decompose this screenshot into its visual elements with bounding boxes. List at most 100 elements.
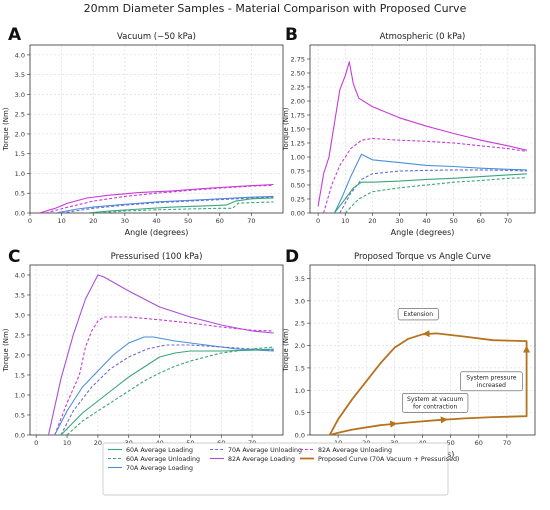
x-tick-label: 40 <box>152 217 160 225</box>
x-tick-label: 0 <box>28 217 32 225</box>
y-axis-label: Torque (Nm) <box>282 107 290 151</box>
legend-item: Proposed Curve (70A Vacuum + Pressurised… <box>300 456 459 463</box>
axes-frame <box>309 264 536 436</box>
series-line <box>333 153 527 213</box>
y-tick-label: 0.50 <box>291 182 305 190</box>
y-axis-label: Torque (Nm) <box>2 328 10 372</box>
legend: 60A Average Loading 60A Average Unloading… <box>102 442 459 496</box>
series-line <box>61 196 274 213</box>
series-line <box>47 274 274 435</box>
x-tick-label: 10 <box>341 217 349 225</box>
series-line <box>333 173 527 213</box>
y-tick-label: 1.0 <box>295 387 305 395</box>
series-group <box>47 274 274 435</box>
legend-item: 70A Average Loading <box>108 465 193 472</box>
panel-title: Vacuum (−50 kPa) <box>117 32 196 42</box>
panel-letter: C <box>8 247 20 267</box>
x-tick-label: 60 <box>216 217 224 225</box>
y-tick-label: 1.25 <box>291 140 305 148</box>
y-tick-label: 1.00 <box>291 154 305 162</box>
y-tick-label: 0.0 <box>15 432 25 440</box>
direction-arrow <box>440 416 448 424</box>
y-tick-label: 3.0 <box>295 297 305 305</box>
y-tick-label: 1.0 <box>15 392 25 400</box>
legend-label: 70A Average Unloading <box>228 447 302 454</box>
x-tick-label: 60 <box>475 439 483 447</box>
axes-frame <box>29 44 284 214</box>
y-tick-label: 0.0 <box>295 432 305 440</box>
legend-label: Proposed Curve (70A Vacuum + Pressurised… <box>318 456 459 463</box>
series-line <box>54 336 274 435</box>
annotation-text: Extension <box>404 311 434 318</box>
panel-a: A Vacuum (−50 kPa) 0.0 0.5 1.0 1.5 2.0 2.5 3.0 3.… <box>2 25 284 237</box>
y-tick-label: 1.75 <box>291 112 305 120</box>
annotation-box: System at vacuum for contraction <box>402 392 469 413</box>
legend-label: 60A Average Loading <box>126 447 193 454</box>
panel-letter: B <box>285 25 298 45</box>
figure-title: 20mm Diameter Samples - Material Compari… <box>84 2 467 15</box>
x-tick-label: 10 <box>57 217 65 225</box>
x-tick-label: 30 <box>121 217 129 225</box>
y-tick-label: 3.5 <box>295 275 305 283</box>
x-tick-label: 50 <box>184 217 192 225</box>
x-tick-label: 0 <box>316 217 320 225</box>
series-line <box>60 344 274 435</box>
legend-item: 82A Average Unloading <box>300 447 392 454</box>
series-line <box>60 348 274 435</box>
panel-d: D Proposed Torque vs Angle Curve 0.0 0.5 1.0… <box>282 247 536 459</box>
y-tick-label: 0.00 <box>291 210 305 218</box>
direction-arrow <box>422 330 430 338</box>
x-tick-label: 70 <box>504 217 512 225</box>
y-tick-label: 2.0 <box>15 352 25 360</box>
x-tick-label: 20 <box>368 217 376 225</box>
direction-arrow <box>523 345 531 353</box>
series-line <box>323 137 527 213</box>
x-tick-label: 70 <box>503 439 511 447</box>
y-tick-label: 0.25 <box>291 196 305 204</box>
y-axis-label: Torque (Nm) <box>282 328 290 372</box>
x-tick-label: 20 <box>89 217 97 225</box>
series-line <box>317 61 528 207</box>
panel-b: B Atmospheric (0 kPa) 0.00 0.25 0.50 0.75 1.00… <box>282 25 536 237</box>
x-tick-label: 70 <box>247 217 255 225</box>
panel-title: Atmospheric (0 kPa) <box>380 32 466 42</box>
panel-c: C Pressurised (100 kPa) 0.0 0.5 1.0 1.5 2.0 2.5… <box>2 247 284 459</box>
y-tick-label: 2.00 <box>291 98 305 106</box>
x-axis-label: Angle (degrees) <box>125 228 189 237</box>
y-tick-label: 2.5 <box>15 332 25 340</box>
y-tick-label: 0.5 <box>15 190 25 198</box>
x-tick-label: 0 <box>34 439 38 447</box>
legend-item: 60A Average Unloading <box>108 456 200 463</box>
annotation-text: System at vacuum for contraction <box>407 396 463 411</box>
panel-letter: D <box>285 247 299 267</box>
annotation-text: System pressure increased <box>466 374 517 389</box>
legend-label: 82A Average Unloading <box>318 447 392 454</box>
series-group <box>317 61 528 213</box>
y-tick-label: 2.0 <box>295 342 305 350</box>
series-line <box>55 195 274 213</box>
y-axis-label: Torque (Nm) <box>2 107 10 151</box>
annotation-box: System pressure increased <box>460 371 523 392</box>
y-tick-label: 2.25 <box>291 84 305 92</box>
x-tick-label: 40 <box>422 217 430 225</box>
panel-title: Proposed Torque vs Angle Curve <box>354 252 491 262</box>
x-tick-label: 20 <box>94 439 102 447</box>
y-tick-label: 3.0 <box>15 91 25 99</box>
legend-label: 70A Average Loading <box>126 465 193 472</box>
series-line <box>86 197 274 213</box>
series-line <box>54 316 274 435</box>
annotation-box: Extension <box>397 308 439 321</box>
y-tick-label: 4.0 <box>15 272 25 280</box>
series-line <box>39 183 274 213</box>
y-tick-label: 1.50 <box>291 126 305 134</box>
y-tick-label: 4.0 <box>15 51 25 59</box>
y-tick-label: 1.0 <box>15 170 25 178</box>
legend-item: 60A Average Loading <box>108 447 193 454</box>
direction-arrow <box>389 420 398 428</box>
y-tick-label: 3.5 <box>15 71 25 79</box>
y-tick-label: 1.5 <box>295 364 305 372</box>
panel-letter: A <box>8 25 22 45</box>
panel-title: Pressurised (100 kPa) <box>111 252 203 262</box>
axes-frame <box>29 264 284 436</box>
x-tick-label: 50 <box>450 217 458 225</box>
